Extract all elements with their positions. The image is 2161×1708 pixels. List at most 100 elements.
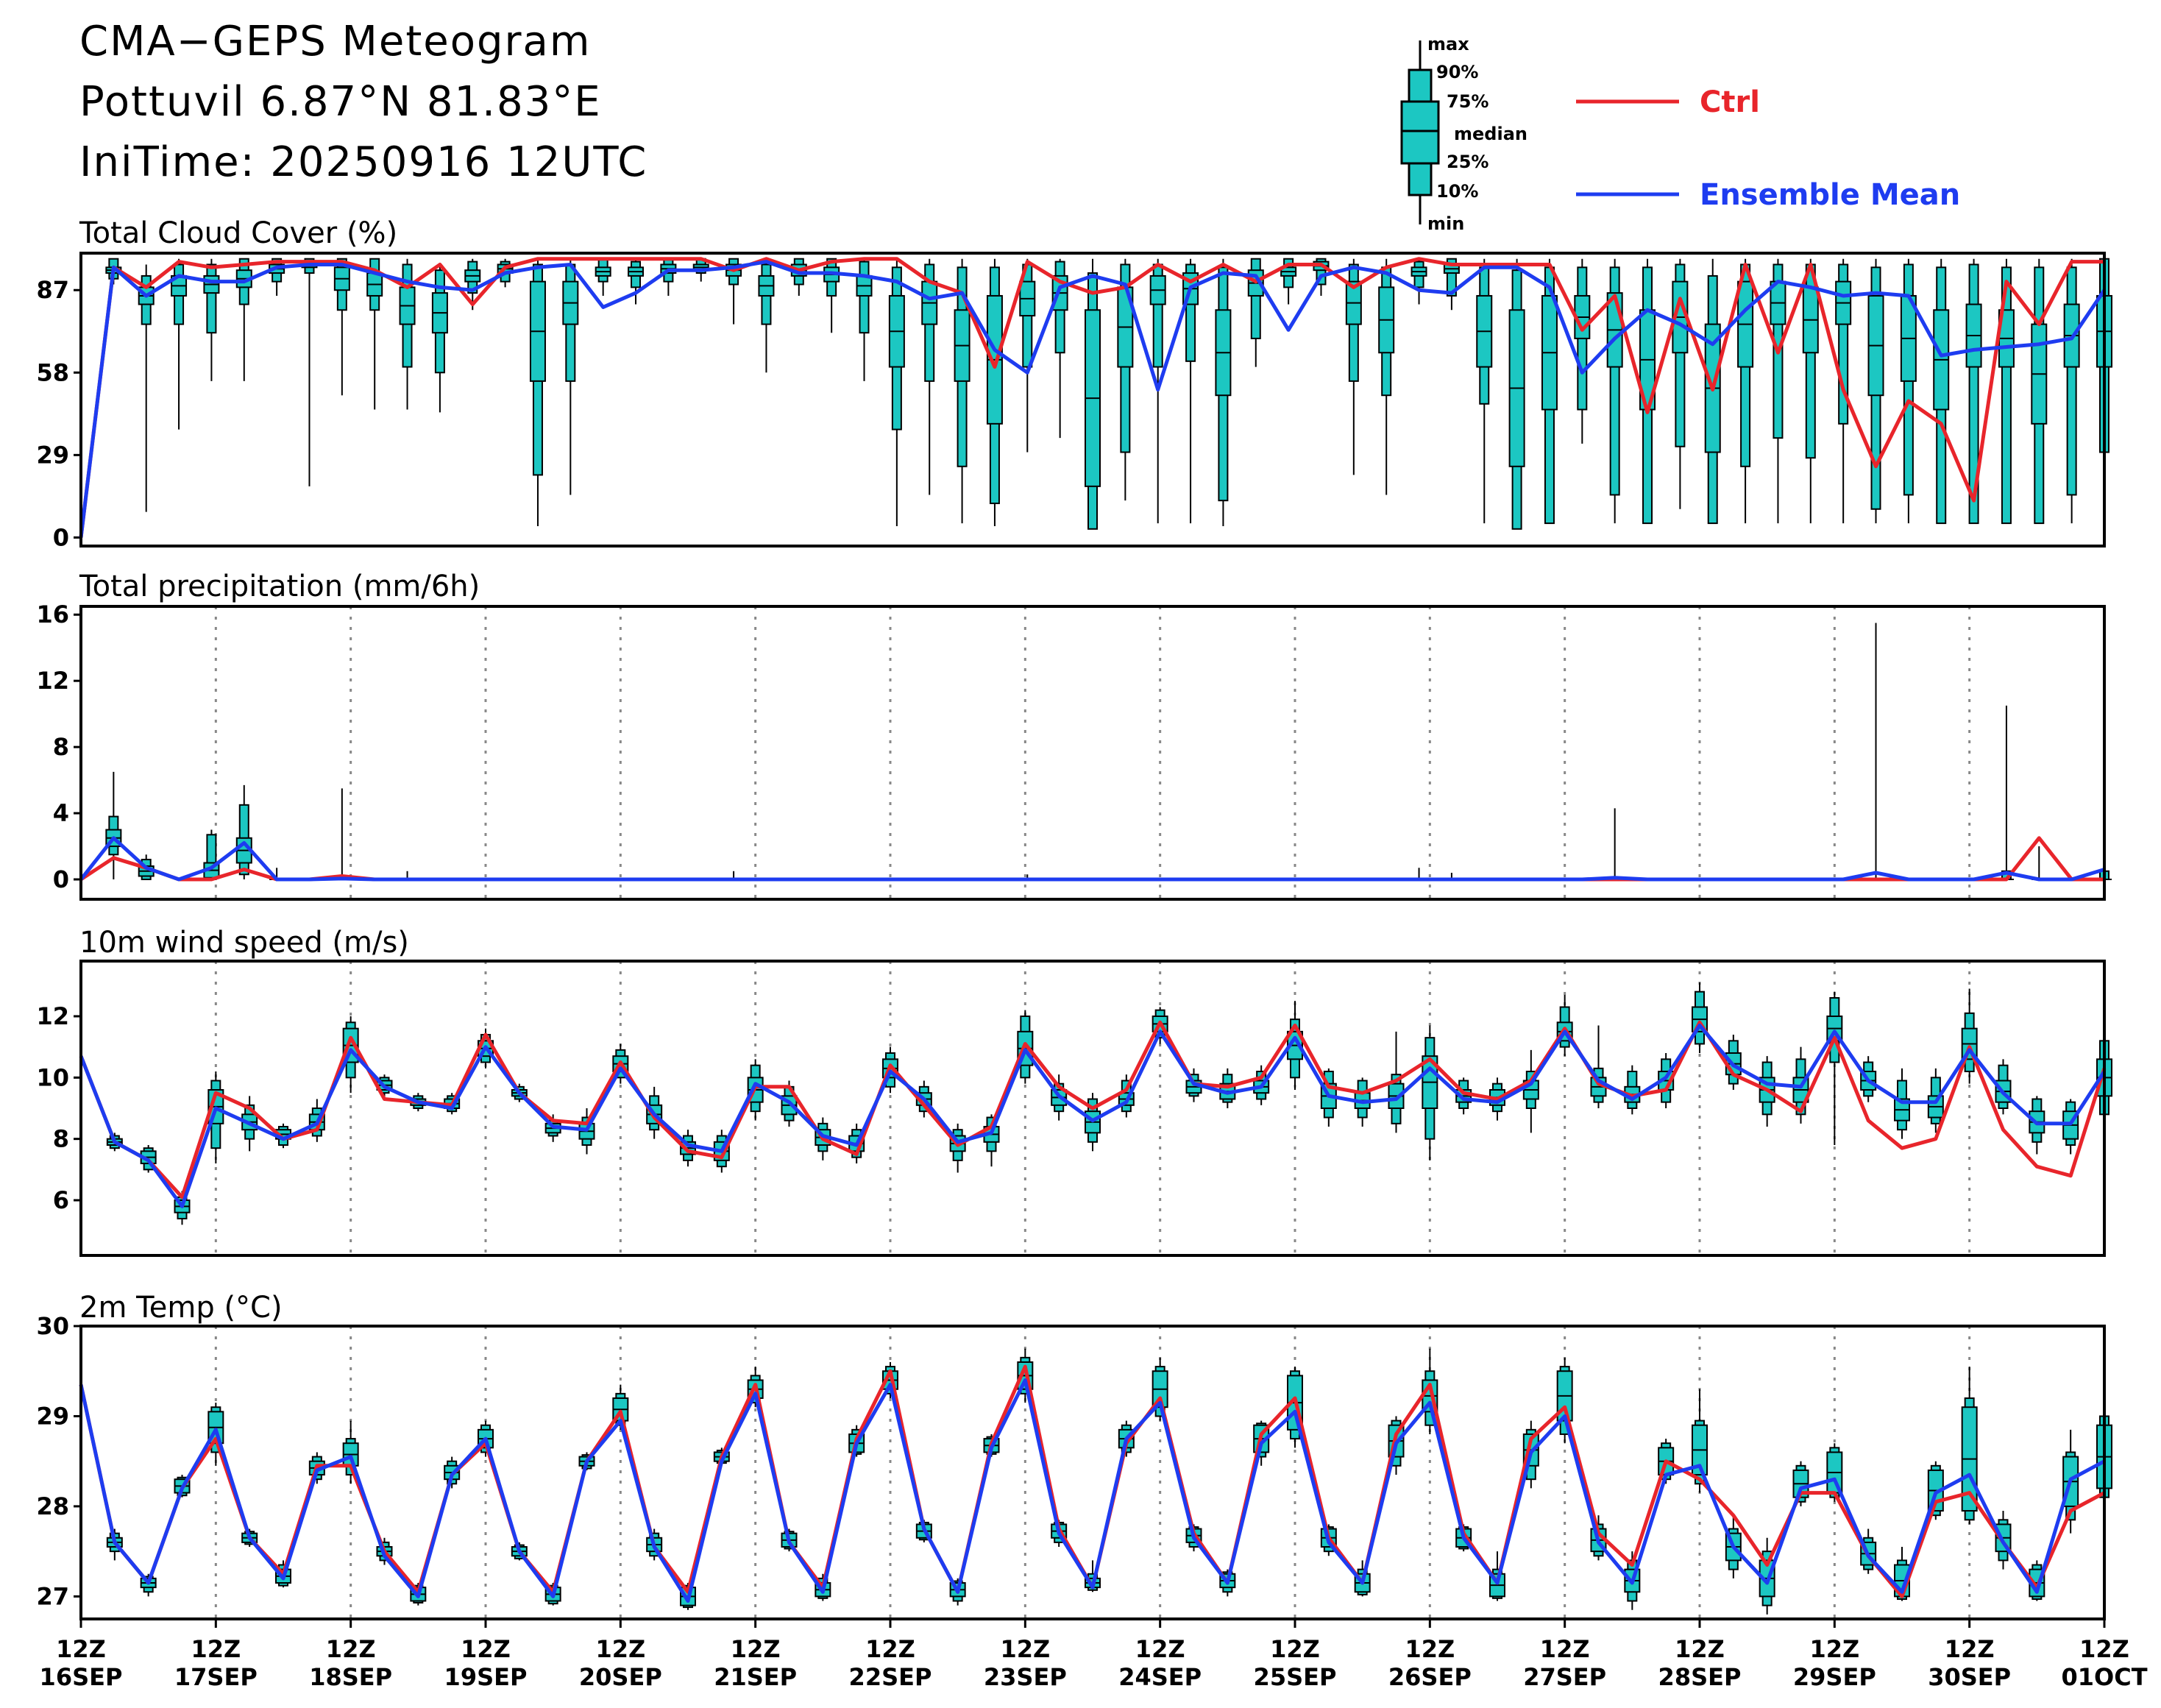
box-plot — [529, 258, 546, 526]
box-plot — [203, 829, 220, 881]
box-plot — [1900, 258, 1917, 524]
box-plot — [1556, 994, 1573, 1057]
legend-box-inner — [1400, 100, 1440, 165]
panel-3: 10m wind speed (m/s) 6 8 10 12 — [36, 926, 2112, 1257]
legend-p25-label: 25% — [1447, 152, 1488, 172]
y-tick-label: 12 — [36, 667, 69, 695]
x-tick-date: 24SEP — [1118, 1663, 1202, 1691]
box-plot — [399, 258, 416, 410]
legend-p10-label: 10% — [1436, 181, 1478, 202]
box-plot — [1826, 1443, 1843, 1502]
box-legend: max 90% 75% median 25% 10% min — [1400, 34, 1527, 234]
legend-max-label: max — [1427, 34, 1469, 54]
box-plot — [1590, 1025, 1607, 1108]
legend-min-label: min — [1427, 213, 1464, 234]
y-tick-label: 29 — [36, 441, 69, 469]
panel-title: Total Cloud Cover (%) — [79, 216, 397, 250]
y-tick-label: 0 — [53, 523, 69, 551]
x-tick-hour: 12Z — [595, 1635, 645, 1663]
y-tick-label: 16 — [36, 600, 69, 628]
legend-median-label: median — [1454, 124, 1527, 144]
box-plot — [1692, 982, 1708, 1053]
series-ensemble-mean — [79, 1378, 2106, 1603]
box-outer — [2066, 266, 2077, 496]
x-tick-date: 17SEP — [174, 1663, 258, 1691]
x-tick-date: 28SEP — [1658, 1663, 1742, 1691]
legend-p90-label: 90% — [1436, 62, 1478, 82]
box-plot — [888, 258, 905, 526]
y-tick-label: 27 — [36, 1582, 69, 1610]
box-plot — [1961, 988, 1978, 1084]
box-plot — [2063, 258, 2080, 524]
x-tick-date: 20SEP — [579, 1663, 662, 1691]
box-plot — [986, 258, 1003, 526]
box-plot — [203, 258, 220, 381]
x-tick-date: 30SEP — [1928, 1663, 2011, 1691]
series-ctrl — [79, 257, 2104, 538]
box-plot — [1725, 1035, 1742, 1090]
box-plot — [954, 258, 971, 524]
box-plot — [1443, 258, 1460, 311]
x-tick-date: 18SEP — [309, 1663, 392, 1691]
series-ctrl — [79, 836, 2104, 882]
box-plot — [758, 258, 775, 373]
box-plot — [1998, 705, 2014, 881]
series-ensemble-mean — [79, 836, 2105, 882]
line-legend: Ctrl Ensemble Mean — [1576, 85, 1960, 212]
box-plot — [1019, 258, 1036, 453]
box-plot — [1508, 258, 1525, 530]
y-tick-label: 0 — [53, 865, 69, 893]
y-tick-label: 87 — [36, 276, 69, 304]
x-tick-hour: 12Z — [326, 1635, 376, 1663]
box-plot — [1965, 258, 1982, 525]
box-plot — [171, 258, 188, 430]
box-plot — [1410, 258, 1427, 305]
x-tick-hour: 12Z — [1270, 1635, 1320, 1663]
legend-ctrl-label: Ctrl — [1700, 85, 1760, 119]
x-tick-hour: 12Z — [2079, 1635, 2129, 1663]
box-plot — [1476, 258, 1493, 524]
x-tick-date: 25SEP — [1254, 1663, 1337, 1691]
x-tick-date: 19SEP — [444, 1663, 528, 1691]
box-plot — [1868, 623, 1884, 881]
box-plot — [334, 788, 349, 881]
box-plot — [464, 258, 481, 311]
box-plot — [1378, 258, 1395, 495]
x-tick-hour: 12Z — [191, 1635, 241, 1663]
box-plot — [2062, 1099, 2079, 1155]
box-plot — [1574, 258, 1591, 444]
station-location: Pottuvil 6.87°N 81.83°E — [79, 78, 602, 126]
box-plot — [1624, 1065, 1641, 1115]
panel-1: Total Cloud Cover (%) 0 29 58 87 — [36, 216, 2112, 551]
x-tick-date: 21SEP — [714, 1663, 797, 1691]
box-plot — [366, 258, 383, 410]
panel-frame — [79, 960, 2106, 1257]
x-tick-hour: 12Z — [1540, 1635, 1590, 1663]
x-tick-date: 22SEP — [849, 1663, 932, 1691]
box-plot — [2032, 846, 2047, 881]
x-tick-hour: 12Z — [1000, 1635, 1050, 1663]
box-plot — [1606, 258, 1623, 524]
box-plot — [2031, 258, 2048, 525]
box-plot — [1826, 991, 1843, 1145]
box-plot — [628, 258, 645, 305]
y-tick-label: 29 — [36, 1402, 69, 1430]
box-plot — [660, 258, 677, 296]
panel-title: Total precipitation (mm/6h) — [79, 570, 480, 603]
box-outer — [859, 261, 870, 334]
y-tick-label: 28 — [36, 1492, 69, 1520]
box-plot — [138, 264, 155, 512]
box-plot — [1933, 258, 1950, 525]
box-plot — [235, 784, 252, 880]
box-plot — [431, 264, 448, 413]
box-outer — [206, 263, 217, 334]
x-tick-hour: 12Z — [461, 1635, 511, 1663]
y-tick-label: 4 — [53, 799, 69, 827]
panel-title: 2m Temp (°C) — [79, 1291, 283, 1325]
box-plot — [1867, 258, 1884, 524]
panels-layer: Total Cloud Cover (%) 0 29 58 87 Total precip… — [36, 216, 2112, 1620]
x-tick-date: 16SEP — [40, 1663, 123, 1691]
series-ensemble-mean — [79, 260, 2107, 538]
box-plot — [1345, 258, 1362, 475]
